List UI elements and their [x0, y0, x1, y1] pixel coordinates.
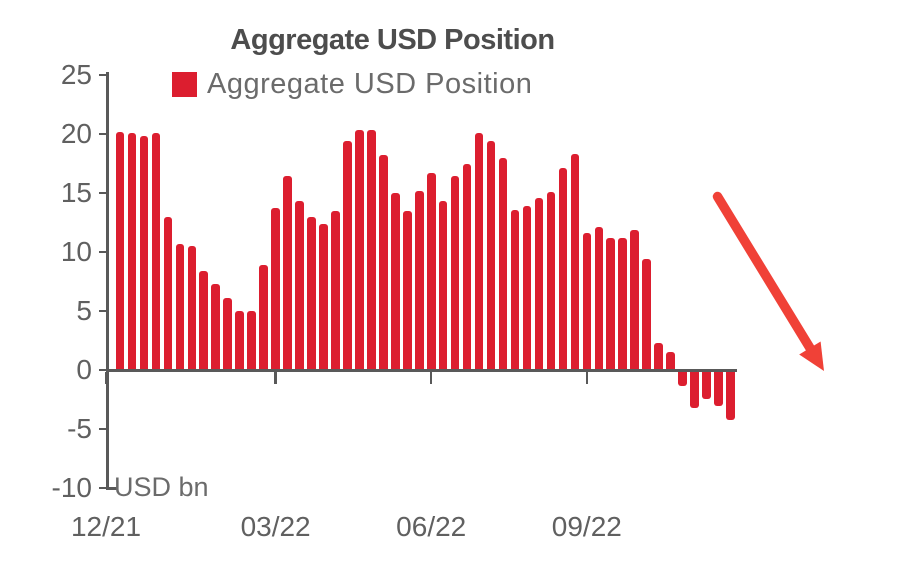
y-axis-tick	[99, 368, 106, 372]
bar	[666, 352, 675, 370]
bar	[379, 155, 388, 370]
bar	[175, 243, 185, 370]
bar	[438, 201, 448, 370]
y-axis-label: -10	[51, 472, 92, 503]
bar	[223, 298, 233, 370]
y-axis-label: 5	[76, 295, 92, 326]
y-axis-tick	[99, 309, 106, 313]
bar	[486, 141, 496, 370]
y-axis-label: 20	[60, 118, 92, 149]
y-axis-tick	[99, 486, 106, 490]
y-axis-tick	[99, 250, 106, 254]
bar	[271, 208, 280, 370]
y-axis-foot	[106, 487, 118, 490]
y-axis-tick	[99, 191, 106, 195]
y-axis-label: 25	[60, 59, 92, 90]
bar	[630, 229, 639, 370]
bar	[534, 197, 544, 370]
bar	[702, 369, 711, 399]
bar	[343, 141, 352, 370]
bar	[115, 131, 125, 370]
bar	[187, 246, 197, 370]
bar	[355, 130, 364, 370]
bar	[570, 154, 580, 370]
bar	[510, 209, 520, 370]
bar	[139, 136, 149, 370]
bar	[247, 311, 256, 370]
bar	[474, 132, 484, 370]
x-axis-tick	[429, 371, 433, 384]
bar	[654, 342, 663, 370]
y-axis-tick	[99, 73, 106, 77]
trend-arrow-head	[799, 341, 824, 371]
x-axis-label: 12/21	[70, 511, 142, 542]
bar	[414, 190, 424, 370]
bar	[546, 191, 556, 370]
x-axis-label: 09/22	[551, 511, 622, 542]
bar	[726, 369, 735, 420]
legend: Aggregate USD Position	[172, 68, 532, 101]
x-axis-tick	[274, 371, 277, 384]
x-axis-line	[106, 368, 737, 372]
bar	[462, 163, 472, 370]
bar	[498, 157, 508, 370]
bar	[319, 223, 328, 370]
y-axis-label: 0	[76, 354, 92, 385]
bar	[295, 201, 304, 370]
bar	[606, 237, 616, 370]
y-axis-label: 10	[60, 236, 92, 267]
bar	[582, 233, 592, 370]
axis-unit-label: USD bn	[114, 472, 209, 502]
y-axis-tick	[99, 132, 106, 136]
bar	[211, 283, 221, 370]
bar	[151, 132, 161, 370]
y-axis-line	[106, 72, 109, 490]
bar	[391, 193, 400, 370]
bar	[450, 176, 460, 370]
bar	[618, 237, 628, 370]
bar	[690, 369, 699, 408]
x-axis-label: 06/22	[396, 511, 467, 542]
bar	[163, 216, 173, 370]
bar	[199, 270, 209, 370]
legend-swatch-icon	[172, 72, 197, 97]
bar	[283, 176, 292, 370]
bar	[127, 132, 137, 370]
y-axis-tick	[99, 427, 106, 431]
legend-label: Aggregate USD Position	[207, 68, 533, 100]
bar	[522, 205, 532, 370]
x-axis-label: 03/22	[240, 511, 311, 542]
bar	[307, 216, 316, 370]
bar	[594, 227, 604, 370]
bar	[402, 210, 412, 370]
bar	[235, 311, 244, 370]
chart-title: Aggregate USD Position	[230, 24, 555, 56]
y-axis-label: 15	[60, 177, 92, 208]
y-axis-label: -5	[67, 413, 92, 444]
trend-arrow-shaft	[712, 191, 815, 353]
bar	[558, 168, 568, 370]
bar	[367, 130, 376, 370]
bar	[426, 172, 436, 370]
bar	[678, 369, 687, 386]
bar	[259, 264, 268, 370]
bar	[331, 210, 340, 370]
bar	[714, 369, 723, 406]
x-axis-tick	[585, 371, 589, 384]
bar	[642, 259, 651, 370]
